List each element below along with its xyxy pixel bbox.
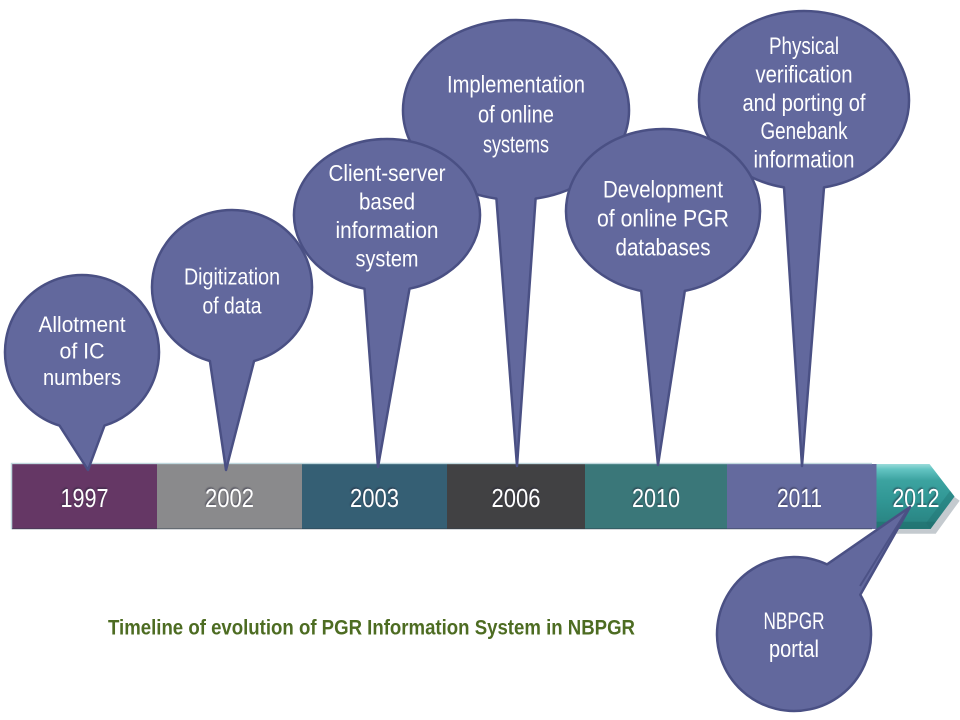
svg-text:of data: of data — [203, 293, 262, 319]
svg-text:2002: 2002 — [205, 483, 254, 513]
svg-text:Timeline of evolution of PGR I: Timeline of evolution of PGR Information… — [108, 617, 635, 640]
svg-text:Digitization: Digitization — [184, 264, 280, 290]
svg-text:of IC: of IC — [60, 339, 105, 364]
svg-text:verification: verification — [756, 61, 853, 88]
svg-text:2012: 2012 — [893, 483, 940, 513]
svg-text:systems: systems — [483, 132, 549, 159]
svg-text:and porting of: and porting of — [743, 90, 866, 117]
svg-text:databases: databases — [616, 235, 711, 262]
svg-text:information: information — [336, 217, 439, 243]
svg-text:2006: 2006 — [492, 483, 541, 513]
svg-text:2011: 2011 — [777, 483, 822, 513]
svg-text:of online: of online — [478, 102, 554, 129]
svg-text:Genebank: Genebank — [761, 118, 849, 145]
svg-text:Physical: Physical — [769, 33, 839, 60]
svg-text:system: system — [356, 245, 419, 271]
svg-text:numbers: numbers — [43, 365, 121, 390]
svg-text:Client-server: Client-server — [329, 160, 446, 186]
svg-text:2010: 2010 — [632, 483, 680, 513]
svg-text:based: based — [359, 188, 415, 214]
svg-text:Implementation: Implementation — [447, 72, 585, 99]
svg-text:NBPGR: NBPGR — [764, 608, 825, 635]
svg-text:portal: portal — [769, 636, 819, 663]
svg-text:Allotment: Allotment — [39, 312, 126, 337]
svg-text:2003: 2003 — [350, 483, 399, 513]
svg-text:of online PGR: of online PGR — [597, 206, 729, 233]
svg-text:information: information — [754, 146, 855, 173]
svg-text:Development: Development — [603, 177, 723, 204]
svg-text:1997: 1997 — [61, 483, 109, 513]
